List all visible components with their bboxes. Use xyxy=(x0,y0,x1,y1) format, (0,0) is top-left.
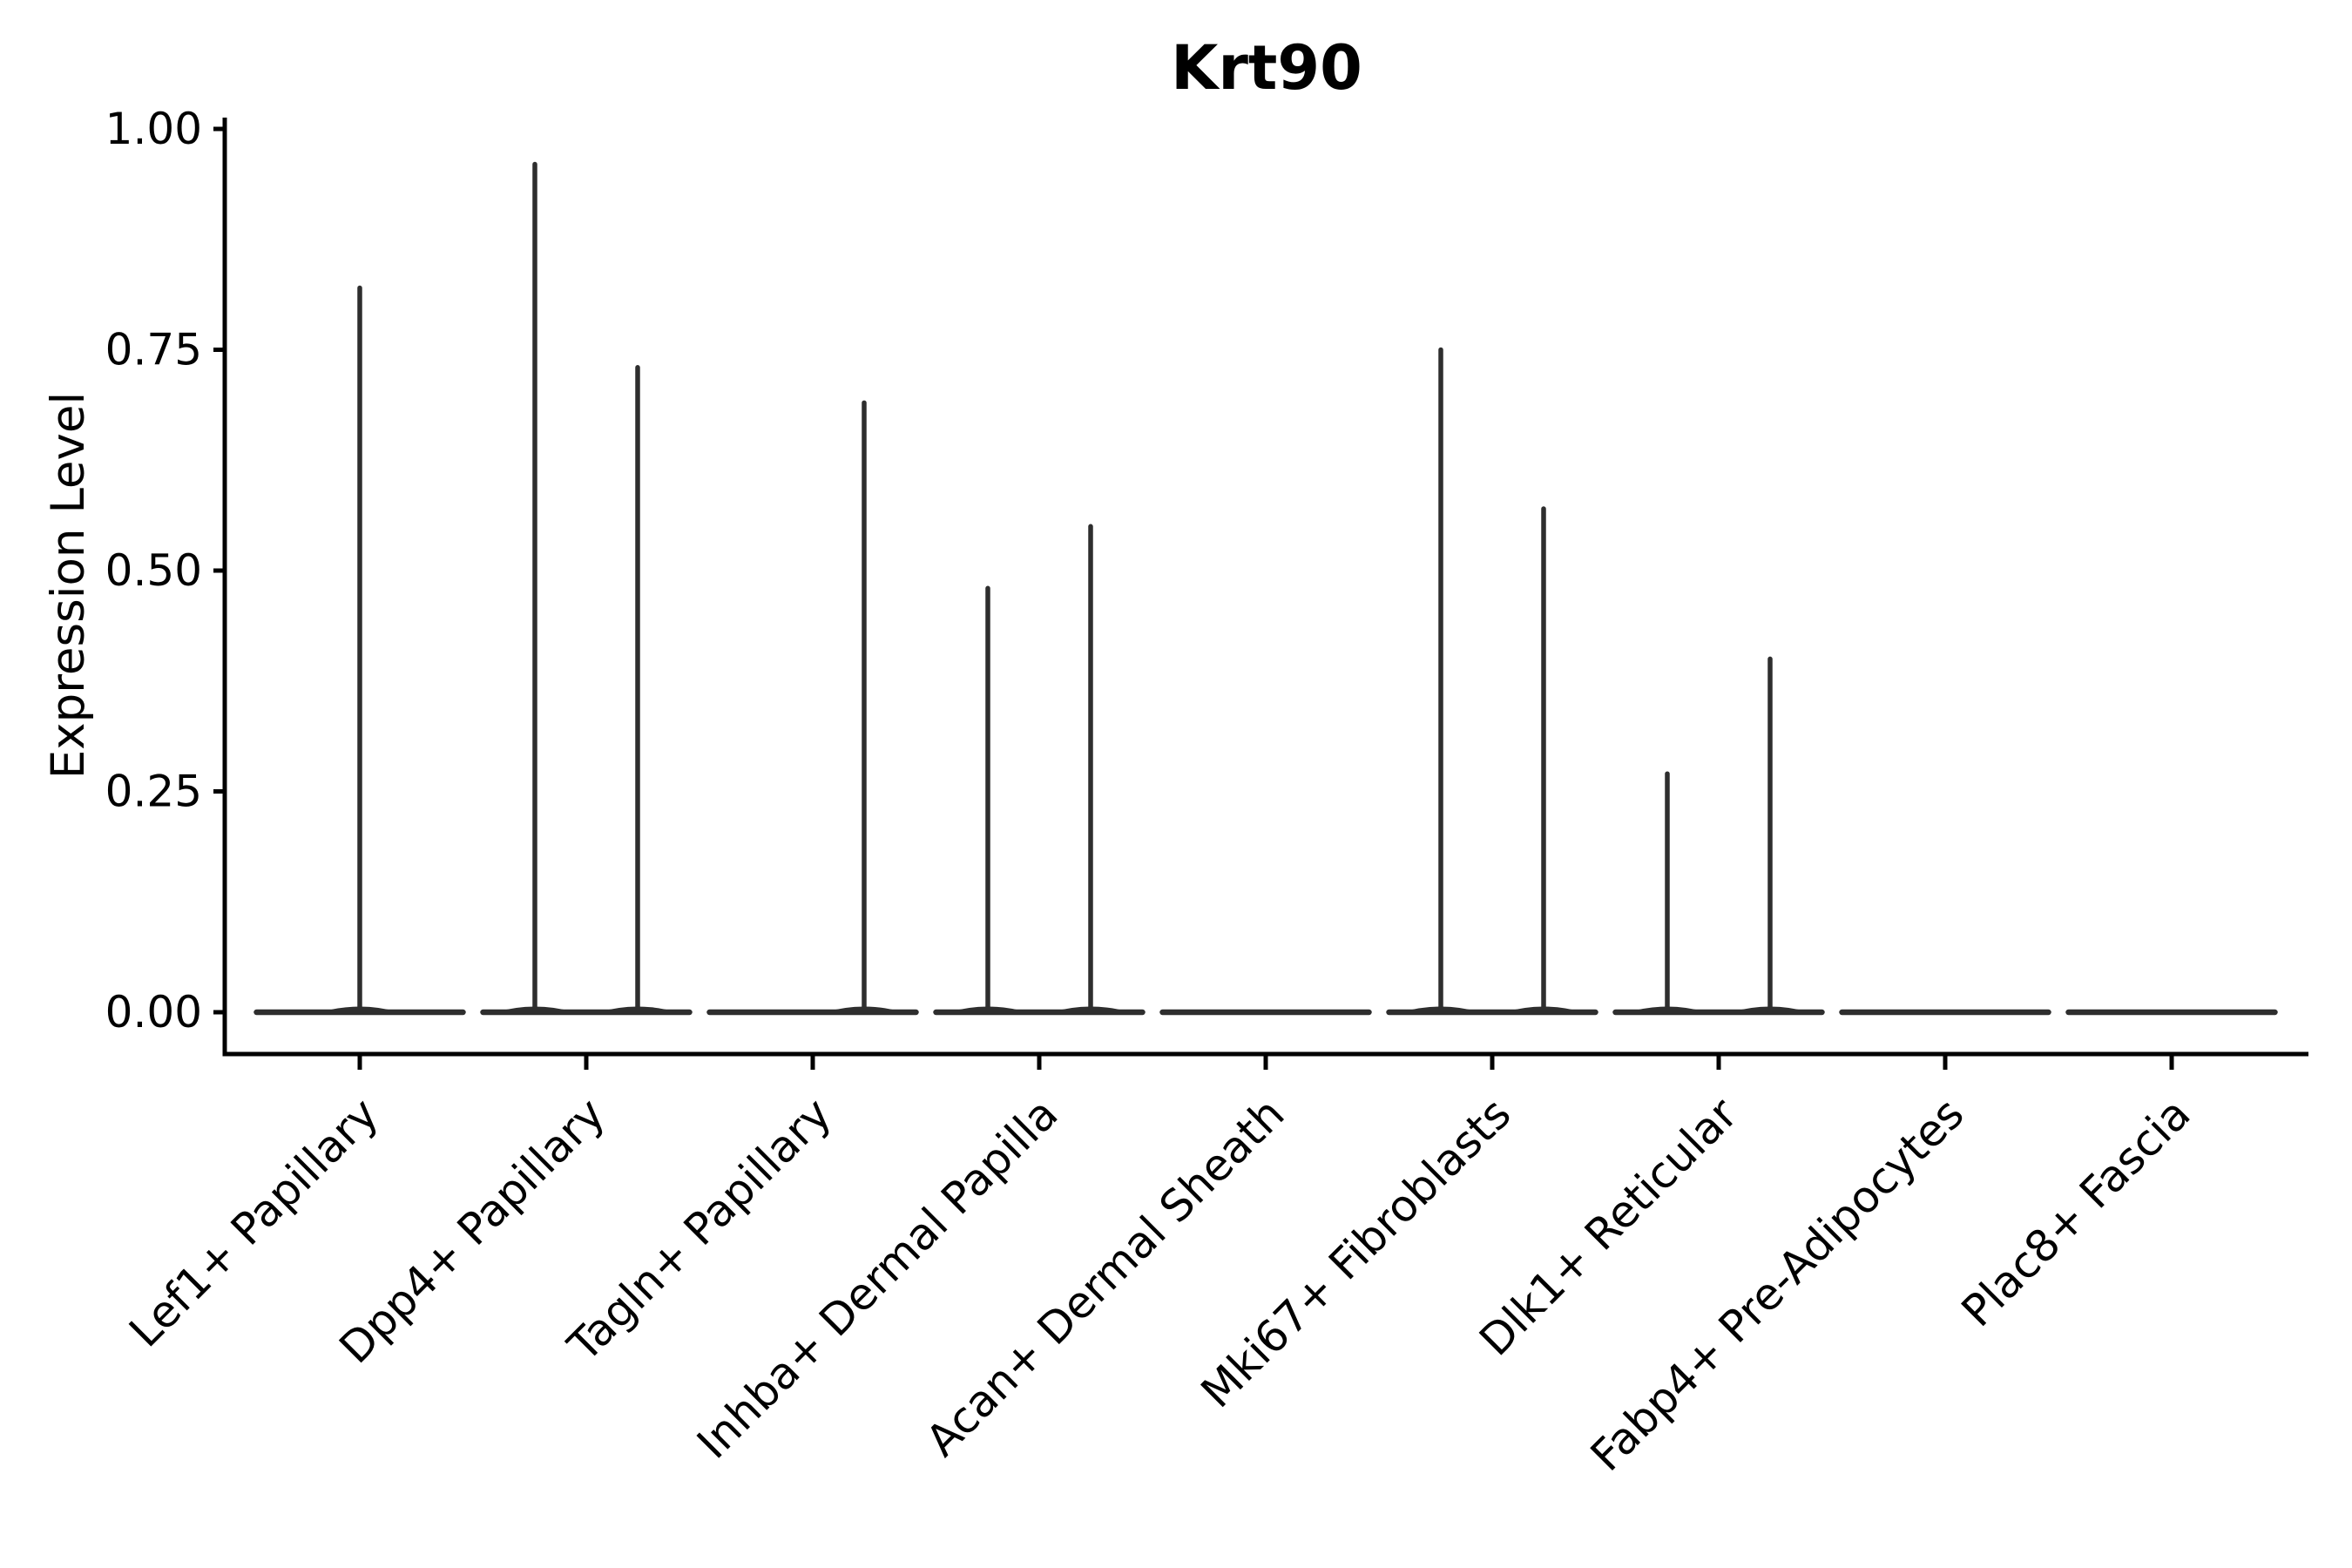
x-tick-label: Acan+ Dermal Sheath xyxy=(916,1088,1294,1466)
violin xyxy=(933,524,1146,1016)
violin xyxy=(253,285,466,1016)
x-tick-label: Fabp4+ Pre-Adipocytes xyxy=(1581,1088,1974,1481)
y-tick-label: 0.25 xyxy=(105,767,202,817)
axis-spines xyxy=(222,118,2308,1057)
y-tick-label: 0.00 xyxy=(105,987,202,1037)
x-tick-label: Plac8+ Fascia xyxy=(1952,1088,2200,1336)
y-tick-label: 0.75 xyxy=(105,325,202,375)
y-axis-ticks: 0.00 0.25 0.50 0.75 1.00 xyxy=(105,104,225,1037)
violin xyxy=(706,400,919,1016)
violins xyxy=(253,161,2278,1016)
violin xyxy=(1386,347,1598,1016)
y-tick-label: 0.50 xyxy=(105,545,202,596)
y-axis-label: Expression Level xyxy=(42,392,95,779)
x-tick-label: Lef1+ Papillary xyxy=(119,1088,388,1356)
y-tick-label: 1.00 xyxy=(105,104,202,154)
violin xyxy=(480,161,693,1016)
chart-title: Krt90 xyxy=(1171,32,1362,104)
x-axis-ticks xyxy=(357,1054,2174,1070)
x-tick-label: Inhba+ Dermal Papilla xyxy=(687,1088,1067,1468)
violin xyxy=(1612,656,1825,1016)
